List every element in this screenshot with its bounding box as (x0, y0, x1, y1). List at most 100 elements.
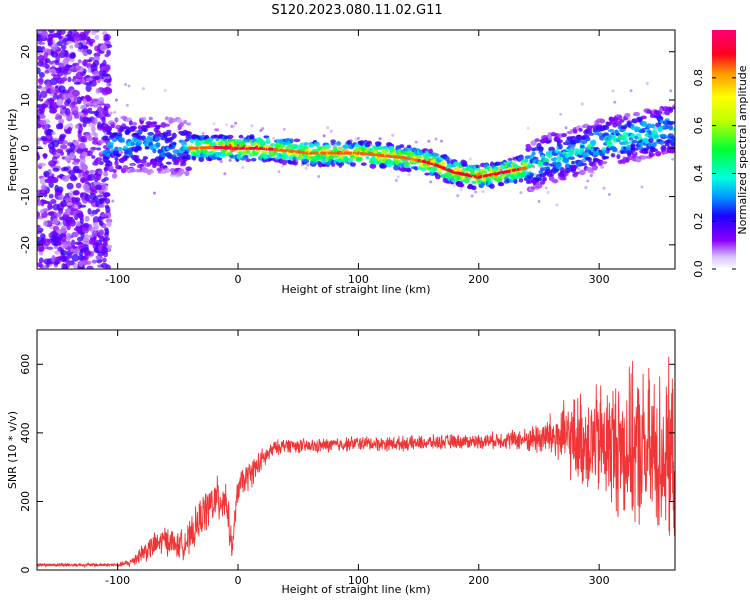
heatmap-blob (81, 60, 88, 67)
heatmap-blob (98, 229, 104, 236)
heatmap-blob (98, 96, 104, 101)
colorbar-gradient (712, 30, 736, 269)
heatmap-blob (474, 190, 478, 194)
heatmap-blob (160, 122, 167, 128)
heatmap-blob (640, 185, 644, 189)
heatmap-blob (78, 242, 86, 249)
heatmap-blob (48, 68, 57, 74)
heatmap-blob (555, 203, 559, 207)
colorbar-tick-label: 0.4 (692, 165, 705, 183)
heatmap-blob (349, 139, 353, 143)
heatmap-blob (120, 150, 124, 154)
heatmap-blob (668, 108, 674, 113)
heatmap-blob (558, 139, 563, 144)
heatmap-blob (76, 236, 83, 242)
heatmap-blob (55, 228, 64, 234)
heatmap-blob (78, 261, 84, 268)
y-tick-label: 400 (19, 422, 32, 443)
heatmap-blob (146, 162, 152, 167)
heatmap-blob (52, 102, 58, 108)
heatmap-blob (37, 110, 40, 115)
heatmap-blob (196, 140, 203, 146)
heatmap-blob (671, 157, 675, 161)
heatmap-blob (166, 132, 172, 137)
heatmap-blob (263, 154, 269, 159)
heatmap-blob (261, 127, 265, 131)
heatmap-blob (125, 103, 129, 107)
heatmap-blob (602, 155, 610, 160)
heatmap-blob (112, 169, 117, 174)
heatmap-blob (103, 78, 112, 83)
heatmap-blob (82, 184, 90, 191)
heatmap-blob (72, 91, 80, 96)
spectrogram-heatmap (37, 30, 675, 269)
y-tick-label: 0 (19, 567, 32, 574)
heatmap-blob (602, 186, 606, 190)
heatmap-blob (85, 84, 92, 93)
heatmap-blob (514, 159, 517, 163)
heatmap-blob (561, 176, 567, 181)
heatmap-blob (62, 70, 68, 75)
heatmap-blob (573, 171, 581, 175)
heatmap-blob (72, 210, 78, 218)
heatmap-blob (572, 164, 578, 169)
heatmap-blob (37, 236, 42, 244)
heatmap-blob (45, 58, 51, 64)
heatmap-blob (64, 129, 71, 134)
heatmap-blob (551, 178, 559, 184)
heatmap-blob (165, 161, 172, 165)
heatmap-blob (531, 151, 536, 156)
heatmap-blob (53, 60, 60, 64)
heatmap-blob (66, 40, 73, 44)
heatmap-blob (640, 115, 647, 120)
heatmap-blob (77, 255, 85, 261)
heatmap-blob (51, 147, 57, 156)
heatmap-blob (350, 162, 356, 167)
heatmap-blob (111, 199, 115, 203)
heatmap-blob (391, 133, 395, 137)
heatmap-blob (585, 136, 591, 142)
heatmap-blob (87, 266, 93, 269)
snr-x-label: Height of straight line (km) (281, 583, 430, 596)
heatmap-blob (37, 34, 41, 42)
heatmap-blob (90, 30, 97, 36)
heatmap-blob (73, 81, 81, 85)
heatmap-blob (564, 126, 568, 130)
heatmap-blob (614, 129, 619, 135)
heatmap-blob (37, 54, 45, 62)
heatmap-blob (101, 257, 107, 263)
heatmap-blob (37, 224, 41, 229)
heatmap-blob (93, 132, 98, 139)
spectrogram-y-ticks: -20 -10 0 10 20 (19, 45, 675, 254)
heatmap-blob (144, 146, 150, 150)
heatmap-blob (106, 220, 112, 227)
heatmap-blob (424, 172, 430, 176)
heatmap-blob (148, 116, 153, 121)
heatmap-blob (97, 139, 106, 144)
heatmap-blob (98, 160, 104, 165)
heatmap-blob (396, 175, 400, 179)
heatmap-blob (58, 52, 66, 59)
heatmap-blob (489, 183, 495, 189)
heatmap-blob (78, 266, 84, 269)
heatmap-blob (42, 220, 49, 227)
heatmap-blob (47, 178, 54, 184)
heatmap-blob (542, 178, 547, 182)
y-tick-label: 20 (19, 45, 32, 59)
heatmap-blob (526, 126, 530, 130)
heatmap-blob (429, 180, 433, 184)
heatmap-blob (69, 248, 75, 253)
colorbar-label: Normalized spectral amplitude (736, 65, 749, 234)
heatmap-blob (635, 157, 641, 162)
heatmap-blob (206, 137, 214, 142)
heatmap-blob (356, 136, 360, 140)
heatmap-blob (59, 234, 67, 242)
spectrogram-x-ticks: -100 0 100 200 300 (105, 30, 610, 286)
heatmap-blob (48, 193, 54, 199)
heatmap-blob (564, 167, 572, 173)
heatmap-blob (110, 124, 115, 129)
heatmap-blob (70, 239, 76, 248)
heatmap-blob (250, 157, 257, 162)
heatmap-blob (37, 193, 45, 197)
heatmap-blob (406, 167, 412, 173)
